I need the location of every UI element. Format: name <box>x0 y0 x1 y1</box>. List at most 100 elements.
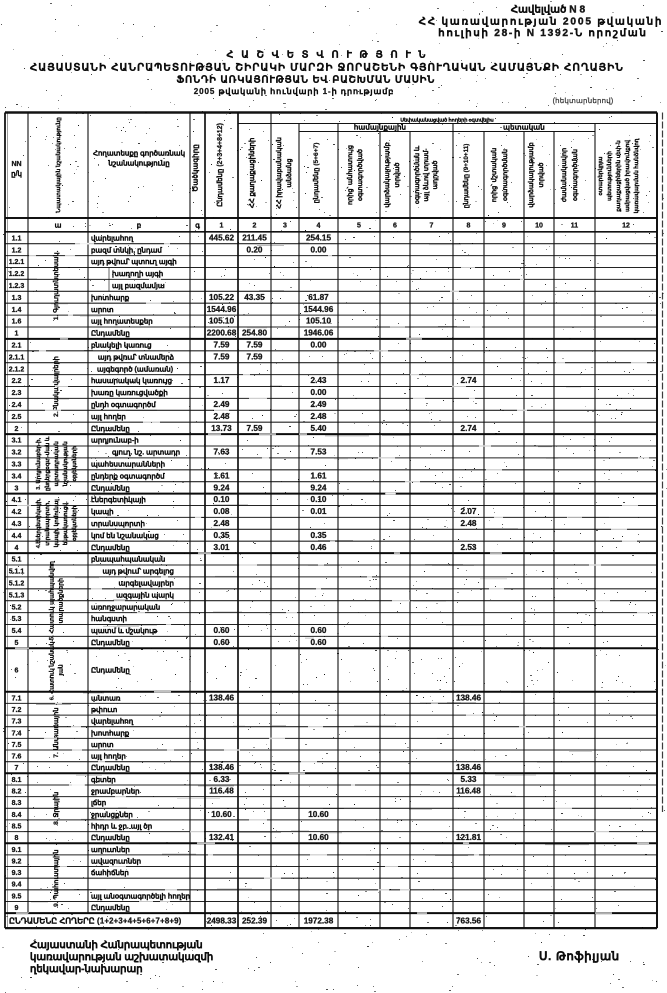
svg-text:5.40: 5.40 <box>311 424 327 433</box>
svg-text:ԸՆԴԱՄԵՆԸ ՀՈՂԵՐԸ (1+2+3+4+5+6+7: ԸՆԴԱՄԵՆԸ ՀՈՂԵՐԸ (1+2+3+4+5+6+7+8+9) <box>9 916 182 925</box>
svg-text:հանգստի: հանգստի <box>91 614 127 623</box>
svg-text:թփուտ: թփուտ <box>91 706 117 714</box>
svg-text:3: 3 <box>283 223 287 230</box>
svg-text:ընդամենը (9+10+11): ընդամենը (9+10+11) <box>463 144 470 209</box>
svg-text:ենթակառուցվ.: ենթակառուցվ. <box>62 501 69 545</box>
svg-text:վարձակալությամբ: վարձակալությամբ <box>527 142 535 207</box>
svg-text:2.49: 2.49 <box>311 400 327 409</box>
svg-text:Հողատեսքը գործառնակ: Հողատեսքը գործառնակ <box>93 150 185 158</box>
svg-text:ժամանակավոր: ժամանակավոր <box>560 148 568 202</box>
svg-text:տրանսպորտի: տրանսպորտի <box>91 520 145 528</box>
svg-text:ՖՈՆԴԻ ԱՌԿԱՅՈՒԹՅԱՆ ԵՎ ԲԱՇԽՄԱՆ Մ: ՖՈՆԴԻ ԱՌԿԱՅՈՒԹՅԱՆ ԵՎ ԲԱՇԽՄԱՆ ՄԱՍԻՆ <box>177 74 436 85</box>
svg-text:2.74: 2.74 <box>461 424 477 433</box>
svg-text:2.48: 2.48 <box>214 519 230 528</box>
svg-text:8. Ջրային: 8. Ջրային <box>52 792 60 825</box>
svg-text:1.4: 1.4 <box>12 307 22 314</box>
svg-text:ՀՀ կառավարության 2005 թվականի: ՀՀ կառավարության 2005 թվականի <box>419 16 663 27</box>
svg-text:9. Պահուստային: 9. Պահուստային <box>51 849 60 906</box>
svg-text:բ: բ <box>137 223 141 230</box>
svg-text:տրված: տրված <box>537 162 545 188</box>
svg-text:3: 3 <box>15 485 19 492</box>
svg-text:հիդր և ջր. այլ ծր: հիդր և ջր. այլ ծր <box>91 822 152 831</box>
svg-text:10.60: 10.60 <box>211 810 232 819</box>
svg-text:այդ թվում՝ պտուղ այգի: այդ թվում՝ պտուղ այգի <box>91 257 177 266</box>
svg-text:3. Արդյունաբեր-ի,: 3. Արդյունաբեր-ի, <box>35 437 42 489</box>
svg-text:9: 9 <box>15 905 19 912</box>
svg-text:2.49: 2.49 <box>214 400 230 409</box>
svg-text:ճահիճներ: ճահիճներ <box>91 868 129 877</box>
svg-text:5.3: 5.3 <box>12 616 22 623</box>
svg-text:5.2: 5.2 <box>12 604 22 611</box>
svg-text:254.15: 254.15 <box>306 233 331 242</box>
svg-text:4.4: 4.4 <box>12 533 22 540</box>
svg-text:0.10: 0.10 <box>214 495 230 504</box>
svg-text:Ընդամենը: Ընդամենը <box>91 544 130 552</box>
svg-text:138.46: 138.46 <box>456 763 481 772</box>
svg-text:ընդամենը (5+6+7): ընդամենը (5+6+7) <box>312 143 320 204</box>
svg-text:4.2: 4.2 <box>12 509 22 516</box>
svg-text:2.48: 2.48 <box>214 412 230 421</box>
svg-text:9.1: 9.1 <box>12 847 22 854</box>
svg-text:5. Հատուկ պահպանվող: 5. Հատուկ պահպանվող <box>48 560 56 640</box>
svg-text:8.3: 8.3 <box>12 800 22 807</box>
svg-text:կապի, կոմունալ: կապի, կոմունալ <box>53 499 60 548</box>
svg-text:Ընդամենը: Ընդամենը <box>91 330 130 338</box>
svg-text:9.2: 9.2 <box>12 858 22 865</box>
svg-text:7.5: 7.5 <box>12 742 22 749</box>
svg-text:9: 9 <box>502 223 506 230</box>
svg-text:9.5: 9.5 <box>12 893 22 900</box>
svg-text:այդ թվում՝ արգելոց: այդ թվում՝ արգելոց <box>102 567 174 576</box>
svg-text:Ս. Թոֆիլյան: Ս. Թոֆիլյան <box>539 951 620 963</box>
svg-text:այլ ձևով տրամ-: այլ ձևով տրամ- <box>423 148 430 201</box>
svg-text:7.63: 7.63 <box>214 448 230 457</box>
svg-text:2498.33: 2498.33 <box>207 916 237 925</box>
svg-text:0.60: 0.60 <box>311 626 327 635</box>
svg-text:7: 7 <box>430 223 434 230</box>
svg-text:Ընդամենը: Ընդամենը <box>91 667 130 675</box>
svg-text:2: 2 <box>15 426 19 433</box>
svg-text:7.53: 7.53 <box>311 448 327 457</box>
svg-text:1.2.3: 1.2.3 <box>9 283 25 290</box>
svg-text:0.60: 0.60 <box>214 638 230 647</box>
svg-text:ավազուտներ: ավազուտներ <box>91 857 141 865</box>
svg-text:օգտագործման և: օգտագործման և <box>414 145 421 204</box>
svg-text:ընդերք օգտագործմ: ընդերք օգտագործմ <box>91 472 165 480</box>
svg-text:այգեգործ (ամառան): այգեգործ (ամառան) <box>97 365 173 373</box>
svg-text:NN: NN <box>11 161 21 168</box>
svg-text:Ծածկագիրը: Ծածկագիրը <box>191 144 200 192</box>
svg-text:2.53: 2.53 <box>461 543 477 552</box>
svg-text:7.59: 7.59 <box>247 352 263 361</box>
svg-text:5.1.2: 5.1.2 <box>9 581 25 588</box>
svg-text:3.01: 3.01 <box>214 543 230 552</box>
svg-text:Ընդամենը: Ընդամենը <box>91 639 130 647</box>
svg-text:252.39: 252.39 <box>242 916 267 925</box>
svg-text:գետեր: գետեր <box>91 776 116 784</box>
svg-text:7.59: 7.59 <box>247 424 263 433</box>
svg-text:բազմ տնկի, ընդամ: բազմ տնկի, ընդամ <box>91 246 162 254</box>
svg-text:ամրացված իրավունքով: ամրացված իրավունքով <box>624 140 631 212</box>
svg-text:105.10: 105.10 <box>306 317 331 326</box>
svg-text:2.48: 2.48 <box>461 519 477 528</box>
svg-text:0.00: 0.00 <box>311 341 327 350</box>
svg-text:8: 8 <box>15 835 19 842</box>
svg-text:աղուտներ: աղուտներ <box>91 846 130 854</box>
svg-text:օգտագործված: օգտագործված <box>356 148 364 201</box>
svg-text:138.46: 138.46 <box>209 693 234 702</box>
svg-text:2.07: 2.07 <box>461 507 477 516</box>
svg-text:կապի: կապի <box>91 508 114 516</box>
svg-text:գյուղ. նշ. արտադր: գյուղ. նշ. արտադր <box>112 449 180 457</box>
svg-text:2.2: 2.2 <box>12 378 22 385</box>
svg-text:0.08: 0.08 <box>214 507 230 516</box>
svg-text:օբյեկտների: օբյեկտների <box>71 505 78 541</box>
svg-text:օտարերկրյա: օտարերկրյա <box>597 156 604 196</box>
svg-text:7. Անտառային: 7. Անտառային <box>52 707 60 757</box>
svg-text:2.48: 2.48 <box>311 412 327 421</box>
svg-text:հասարակակ կառույց: հասարակակ կառույց <box>91 376 172 385</box>
svg-text:9.24: 9.24 <box>214 483 230 492</box>
svg-text:կառավարության աշխատակազմի: կառավարության աշխատակազմի <box>30 952 213 963</box>
svg-text:ադրված: ադրված <box>432 161 439 190</box>
svg-text:1.61: 1.61 <box>311 471 327 480</box>
svg-text:3.2: 3.2 <box>12 450 22 457</box>
svg-text:Հայաստանի Հանրապետության: Հայաստանի Հանրապետության <box>30 940 203 951</box>
svg-text:8.5: 8.5 <box>12 824 22 831</box>
